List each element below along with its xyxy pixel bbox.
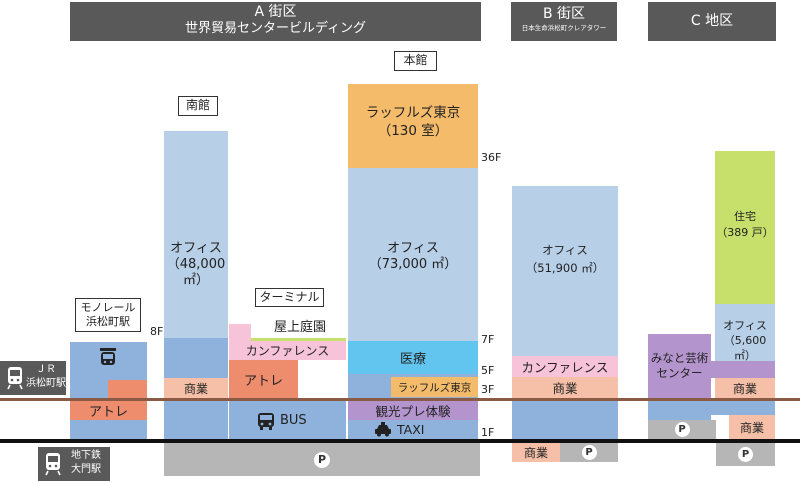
c-shops-label: 商業 [732, 381, 757, 396]
b-shops-b1: 商業 [512, 443, 560, 462]
terminal-garden-line [251, 338, 346, 341]
floor-3f: 3F [481, 383, 495, 396]
monorail-label: モノレール 浜松町駅 [75, 298, 141, 332]
honkan-experience: 観光プレ体験 [348, 401, 478, 420]
parking-icon: P [314, 451, 330, 468]
floor-1f: 1F [481, 426, 495, 439]
terminal-bus-area [229, 401, 346, 439]
c-residence [715, 151, 775, 304]
monorail-atre: アトレ [70, 401, 147, 420]
a-parking: P [164, 443, 480, 476]
floor-36f: 36F [481, 151, 502, 164]
parking-icon: P [581, 445, 597, 460]
nankan-label: 南館 [178, 96, 218, 116]
monorail-icon [100, 348, 116, 365]
c-shops-b1: 商業 [729, 415, 775, 439]
b-office-text: オフィス （51,900 ㎡） [525, 243, 605, 275]
b-district-header: B 街区 日本生命浜松町クレアタワー [511, 2, 617, 41]
parking-icon: P [674, 422, 690, 437]
c-shops: 商業 [715, 378, 775, 398]
b-district-building: 日本生命浜松町クレアタワー [521, 24, 607, 32]
b-office [512, 186, 618, 356]
c-office [715, 304, 775, 361]
monorail-atre-label: アトレ [88, 405, 128, 420]
honkan-office [348, 168, 478, 341]
b-conference: カンファレンス [512, 356, 618, 377]
terminal-pink-small [229, 324, 251, 344]
terminal-conference: カンファレンス [229, 341, 346, 360]
nankan-office [164, 131, 228, 338]
c-parking-b2: P [716, 443, 775, 466]
terminal-atre: アトレ [229, 360, 298, 398]
honkan-raffles-3f-label: ラッフルズ東京 [397, 381, 472, 394]
terminal-garden: 屋上庭園 [273, 320, 326, 335]
underground-level-line [0, 439, 800, 443]
b-shops-label: 商業 [552, 381, 578, 396]
honkan-experience-label: 観光プレ体験 [375, 404, 451, 419]
honkan-hotel [348, 84, 478, 168]
train-icon [7, 367, 23, 390]
nankan-underground [164, 401, 228, 439]
ground-level-line [0, 398, 800, 401]
monorail-atre-small [108, 380, 147, 398]
nankan-shops-label: 商業 [183, 381, 208, 396]
b-parking: P [560, 443, 618, 462]
taxi-icon [375, 422, 391, 437]
honkan-raffles-3f: ラッフルズ東京 [391, 377, 478, 397]
subway-icon [45, 453, 61, 476]
a-district-building: 世界貿易センタービルディング [184, 21, 367, 36]
c-residence-text: 住宅 （389 戸） [716, 210, 774, 239]
b-shops: 商業 [512, 377, 618, 398]
c-district-title: C 地区 [690, 13, 734, 29]
bus-icon [258, 413, 274, 430]
floor-8f: 8F [150, 325, 164, 338]
b-shops-b1-label: 商業 [523, 446, 548, 460]
b-conference-label: カンファレンス [521, 360, 609, 375]
b-underground [512, 401, 618, 439]
jr-station-label: ＪＲ 浜松町駅 [26, 364, 66, 389]
terminal-bus-label: BUS [280, 413, 307, 428]
nankan-office-text: オフィス （48,000 ㎡） [166, 241, 226, 288]
c-shops-b1-label: 商業 [739, 420, 764, 435]
floor-5f: 5F [481, 364, 495, 377]
nankan-lower [164, 338, 228, 378]
c-parking: P [648, 420, 716, 439]
nankan-shops: 商業 [164, 378, 228, 398]
c-purple-band [711, 361, 775, 378]
c-arts-center [648, 334, 711, 398]
c-underground-a [648, 401, 711, 420]
terminal-conference-label: カンファレンス [245, 344, 330, 358]
a-district-title: A 街区 [254, 4, 297, 20]
b-district-title: B 街区 [542, 6, 586, 22]
monorail-underground [70, 420, 147, 439]
c-arts-center-text: みなと芸術 センター [650, 351, 709, 380]
subway-station-label: 地下鉄 大門駅 [71, 450, 101, 475]
terminal-atre-label: アトレ [243, 373, 283, 389]
honkan-office-text: オフィス （73,000 ㎡） [368, 241, 458, 272]
floor-7f: 7F [481, 333, 495, 346]
honkan-label: 本館 [394, 51, 437, 71]
a-district-header: A 街区 世界貿易センタービルディング [70, 2, 481, 41]
honkan-medical: 医療 [348, 341, 478, 374]
parking-icon: P [738, 447, 753, 462]
terminal-label: ターミナル [255, 288, 324, 307]
c-office-text: オフィス （5,600 ㎡） [723, 319, 767, 362]
honkan-hotel-text: ラッフルズ東京 （130 室） [365, 105, 461, 139]
honkan-medical-label: 医療 [399, 352, 426, 367]
c-district-header: C 地区 [648, 2, 776, 41]
c-underground-b [711, 401, 775, 415]
honkan-taxi-label: TAXI [397, 422, 425, 437]
